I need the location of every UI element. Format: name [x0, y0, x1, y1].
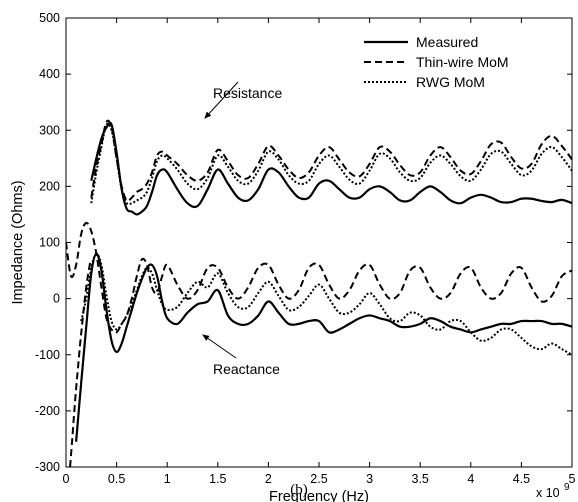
y-tick-labels: -300 -200 -100 0 100 200 300 400 500 — [35, 11, 60, 474]
x-tick-label: 0.5 — [108, 472, 125, 486]
figure-caption: (b) — [290, 482, 308, 498]
x-multiplier-exponent: 9 — [564, 482, 570, 493]
annotations: Resistance Reactance — [202, 81, 282, 377]
series-lines — [66, 119, 572, 467]
legend-label: Measured — [416, 34, 478, 50]
x-tick-label: 1 — [164, 472, 171, 486]
y-tick-label: -200 — [35, 404, 60, 418]
x-tick-label: 5 — [569, 472, 576, 486]
annotation-arrow — [204, 81, 239, 119]
y-tick-label: 200 — [39, 179, 60, 193]
x-tick-label: 2.5 — [310, 472, 327, 486]
series-line-dotted-resistance — [90, 122, 572, 206]
x-multiplier-base: x 10 — [536, 486, 560, 500]
legend-label: Thin-wire MoM — [416, 54, 509, 70]
x-tick-label: 3 — [366, 472, 373, 486]
y-tick-label: 0 — [53, 292, 60, 306]
y-tick-label: -100 — [35, 348, 60, 362]
legend-label: RWG MoM — [416, 74, 485, 90]
x-tick-label: 4.5 — [513, 472, 530, 486]
x-tick-labels: 0 0.5 1 1.5 2 2.5 3 3.5 4 4.5 5 — [63, 472, 576, 486]
annotation-label: Reactance — [213, 361, 280, 377]
x-axis-multiplier: x 10 9 — [536, 482, 570, 500]
annotation-arrow — [202, 334, 237, 359]
y-tick-label: 300 — [39, 123, 60, 137]
x-tick-label: 4 — [467, 472, 474, 486]
series-line-dashed-resistance — [90, 119, 572, 202]
y-tick-label: 400 — [39, 67, 60, 81]
x-tick-label: 3.5 — [412, 472, 429, 486]
x-axis-label: Frequency (Hz) — [269, 489, 369, 502]
y-axis-label: Impedance (Ohms) — [10, 180, 26, 304]
x-tick-label: 0 — [63, 472, 70, 486]
y-tick-label: 500 — [39, 11, 60, 25]
annotation-label: Resistance — [213, 85, 282, 101]
y-tick-label: 100 — [39, 236, 60, 250]
x-tick-label: 1.5 — [209, 472, 226, 486]
series-line-solid-resistance — [90, 121, 572, 216]
x-tick-label: 2 — [265, 472, 272, 486]
plot-frame — [65, 17, 573, 468]
series-line-dashed-reactance — [66, 221, 572, 334]
series-line-solid-reactance — [75, 252, 572, 442]
series-line-dotted-reactance — [80, 252, 572, 356]
legend: Measured Thin-wire MoM RWG MoM — [364, 34, 509, 90]
series-line-dashed-reactance-low — [69, 261, 92, 467]
y-tick-label: -300 — [35, 460, 60, 474]
